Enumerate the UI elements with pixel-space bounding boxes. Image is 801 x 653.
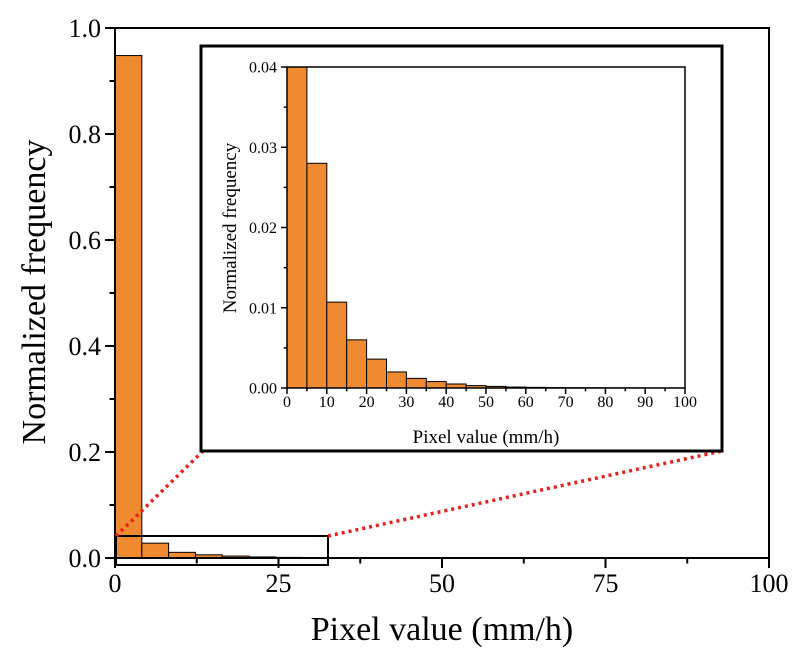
inset-bar — [287, 67, 307, 388]
inset-x-tick-label: 10 — [319, 394, 335, 411]
inset-x-tick-label: 100 — [673, 394, 697, 411]
main-x-tick-label: 25 — [266, 569, 292, 598]
main-x-tick-label: 100 — [750, 569, 789, 598]
inset-y-tick-label: 0.02 — [249, 220, 277, 237]
main-y-axis-label: Normalized frequency — [16, 140, 53, 445]
main-y-tick-label: 1.0 — [69, 14, 102, 43]
inset-panel — [201, 46, 722, 451]
inset-x-tick-label: 30 — [398, 394, 414, 411]
inset-bar — [387, 372, 407, 388]
inset-x-tick-label: 80 — [597, 394, 613, 411]
inset-bar — [307, 163, 327, 388]
main-bar — [142, 543, 169, 558]
main-x-axis-label: Pixel value (mm/h) — [311, 611, 574, 648]
inset-x-tick-label: 40 — [438, 394, 454, 411]
inset-x-tick-label: 0 — [283, 394, 291, 411]
inset-y-tick-label: 0.04 — [249, 60, 277, 77]
inset-bar — [367, 359, 387, 388]
inset-bar — [347, 340, 367, 388]
inset-x-tick-label: 60 — [518, 394, 534, 411]
inset-y-tick-label: 0.03 — [249, 140, 277, 157]
zoom-connector-right — [328, 451, 722, 536]
main-y-tick-label: 0.8 — [69, 120, 102, 149]
main-y-tick-label: 0.6 — [69, 226, 102, 255]
main-x-tick-label: 75 — [593, 569, 619, 598]
inset-x-tick-label: 20 — [359, 394, 375, 411]
main-y-tick-label: 0.2 — [69, 438, 102, 467]
main-y-tick-label: 0.4 — [69, 332, 102, 361]
main-bar — [115, 56, 142, 558]
main-x-tick-label: 50 — [429, 569, 455, 598]
zoom-indicator — [116, 451, 722, 565]
inset-bar — [406, 378, 426, 388]
inset-x-tick-label: 70 — [558, 394, 574, 411]
inset-x-tick-label: 50 — [478, 394, 494, 411]
main-x-tick-label: 0 — [109, 569, 122, 598]
main-y-tick-label: 0.0 — [69, 544, 102, 573]
inset-x-axis-label: Pixel value (mm/h) — [413, 427, 560, 448]
main-y-axis: 0.0 0.2 0.4 0.6 0.8 1.0 — [69, 14, 116, 573]
inset-y-axis-label: Normalized frequency — [220, 142, 241, 313]
inset-y-tick-label: 0.00 — [249, 381, 277, 398]
inset-y-tick-label: 0.01 — [249, 300, 277, 317]
inset-x-tick-label: 90 — [637, 394, 653, 411]
inset-bar — [327, 302, 347, 388]
inset-bar — [426, 382, 446, 388]
